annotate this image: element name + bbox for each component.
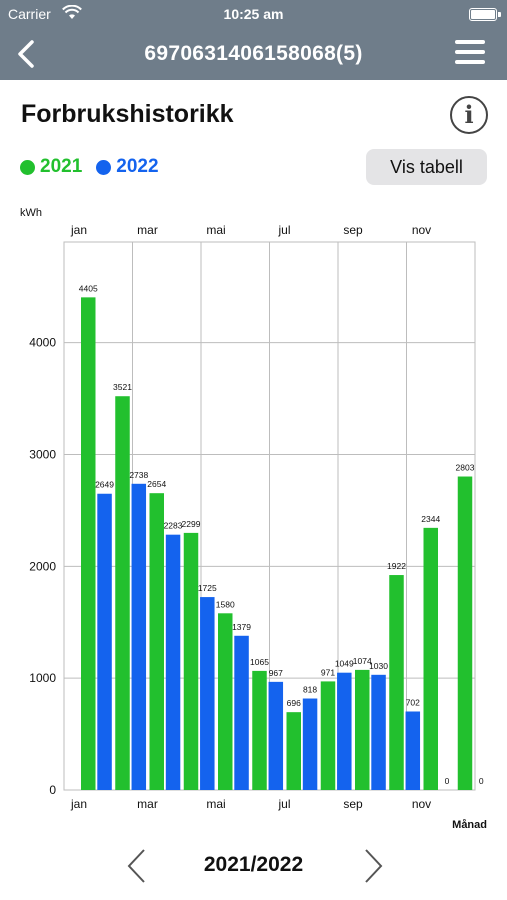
data-label-2022: 2738 — [129, 470, 148, 480]
legend-label-2022: 2022 — [116, 156, 159, 177]
bar-2022-jul — [302, 698, 318, 790]
bar-2022-jun — [268, 681, 284, 790]
carrier-label: Carrier — [8, 6, 51, 22]
data-label-2021: 1074 — [353, 656, 372, 666]
y-tick-label: 0 — [49, 783, 56, 797]
navigation-bar: 6970631406158068(5) — [0, 28, 507, 80]
data-label-2021: 2344 — [421, 514, 440, 524]
data-label-2021: 4405 — [79, 283, 98, 293]
bar-2021-feb — [115, 396, 130, 790]
data-label-2022: 967 — [269, 668, 283, 678]
x-tick-label-top: jul — [277, 223, 290, 237]
y-tick-label: 1000 — [29, 671, 56, 685]
data-label-2022: 0 — [479, 776, 484, 786]
x-tick-label-bottom: nov — [412, 797, 431, 811]
data-label-2021: 971 — [321, 667, 335, 677]
data-label-2021: 2803 — [456, 463, 475, 473]
data-label-2021: 1580 — [216, 599, 235, 609]
x-tick-label-bottom: mai — [206, 797, 225, 811]
bar-2022-mar — [165, 534, 181, 790]
y-tick-label: 4000 — [29, 336, 56, 350]
y-tick-label: 2000 — [29, 559, 56, 573]
bar-2022-mai — [234, 635, 249, 790]
data-label-2022: 2649 — [95, 480, 114, 490]
show-table-button[interactable]: Vis tabell — [366, 149, 487, 185]
battery-icon — [469, 8, 497, 21]
data-label-2022: 0 — [445, 776, 450, 786]
bar-2022-sep — [371, 674, 386, 790]
meter-id-title: 6970631406158068(5) — [144, 42, 363, 65]
x-tick-label-bottom: jan — [70, 797, 87, 811]
consumption-chart: 0 1000 2000 3000 4000 jan jan mar mar mai mai jul ju… — [20, 207, 487, 831]
x-tick-label-bottom: jul — [277, 797, 290, 811]
legend-label-2021: 2021 — [40, 156, 83, 177]
data-label-2022: 702 — [406, 697, 420, 707]
bar-2021-apr — [183, 532, 199, 790]
data-label-2022: 1049 — [335, 659, 354, 669]
page-title: Forbrukshistorikk — [21, 100, 234, 128]
data-label-2022: 2283 — [164, 521, 183, 531]
data-label-2021: 1065 — [250, 657, 269, 667]
status-time: 10:25 am — [223, 6, 284, 22]
x-tick-label-top: mar — [137, 223, 158, 237]
x-tick-label-top: mai — [206, 223, 225, 237]
bar-2021-aug — [320, 681, 336, 790]
bar-2021-mai — [218, 613, 233, 790]
x-tick-label-top: jan — [70, 223, 87, 237]
bar-2021-des — [457, 476, 473, 790]
bar-2022-feb — [131, 483, 147, 790]
bar-2021-sep — [355, 669, 370, 790]
x-axis-title: Månad — [452, 819, 487, 831]
period-label: 2021/2022 — [203, 853, 304, 876]
x-tick-label-bottom: mar — [137, 797, 158, 811]
bar-2021-nov — [423, 527, 438, 790]
battery-tip — [498, 12, 501, 17]
data-label-2022: 818 — [303, 685, 317, 695]
bar-2021-jul — [286, 712, 301, 790]
bar-2022-jan — [97, 493, 112, 790]
bar-2021-jan — [81, 297, 96, 790]
data-label-2022: 1379 — [232, 622, 251, 632]
legend-dot-2022 — [96, 159, 112, 175]
x-tick-label-bottom: sep — [343, 797, 363, 811]
data-label-2022: 1030 — [369, 661, 388, 671]
status-bar: Carrier 10:25 am — [0, 0, 507, 28]
data-label-2021: 2299 — [182, 519, 201, 529]
info-icon[interactable]: i — [450, 96, 488, 134]
bar-2021-okt — [389, 575, 404, 790]
y-tick-label: 3000 — [29, 447, 56, 461]
bar-2022-aug — [337, 672, 352, 790]
bar-2022-apr — [200, 597, 215, 790]
chart-legend: 2021 2022 — [20, 156, 159, 178]
bar-2022-okt — [405, 711, 421, 790]
legend-dot-2021 — [20, 159, 35, 175]
back-chevron-icon[interactable] — [12, 36, 42, 72]
data-label-2021: 2654 — [147, 479, 166, 489]
data-label-2021: 3521 — [113, 382, 132, 392]
bar-2021-mar — [149, 493, 164, 790]
y-axis-title: kWh — [20, 207, 42, 219]
data-label-2021: 696 — [287, 698, 301, 708]
bar-2021-jun — [252, 670, 267, 790]
x-tick-label-top: sep — [343, 223, 363, 237]
period-navigation: 2021/2022 — [0, 840, 507, 892]
data-label-2022: 1725 — [198, 583, 217, 593]
next-period-chevron-icon[interactable] — [360, 846, 386, 886]
previous-period-chevron-icon[interactable] — [124, 846, 150, 886]
legend-item-2021: 2021 — [20, 156, 82, 178]
data-label-2021: 1922 — [387, 561, 406, 571]
legend-item-2022: 2022 — [96, 156, 159, 178]
wifi-icon — [62, 5, 82, 19]
hamburger-menu-icon[interactable] — [455, 40, 485, 66]
x-tick-label-top: nov — [412, 223, 431, 237]
